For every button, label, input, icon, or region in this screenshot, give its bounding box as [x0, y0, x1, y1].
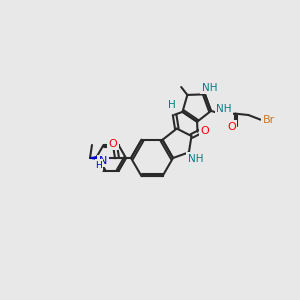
Text: NH: NH: [202, 83, 217, 93]
Text: H: H: [169, 100, 176, 110]
Text: N: N: [99, 156, 107, 166]
Text: NH: NH: [188, 154, 203, 164]
Text: NH: NH: [216, 104, 231, 115]
Text: O: O: [109, 139, 117, 149]
Text: O: O: [227, 122, 236, 132]
Text: H: H: [96, 160, 102, 169]
Polygon shape: [90, 155, 103, 160]
Text: O: O: [200, 126, 208, 136]
Text: Br: Br: [262, 115, 275, 125]
